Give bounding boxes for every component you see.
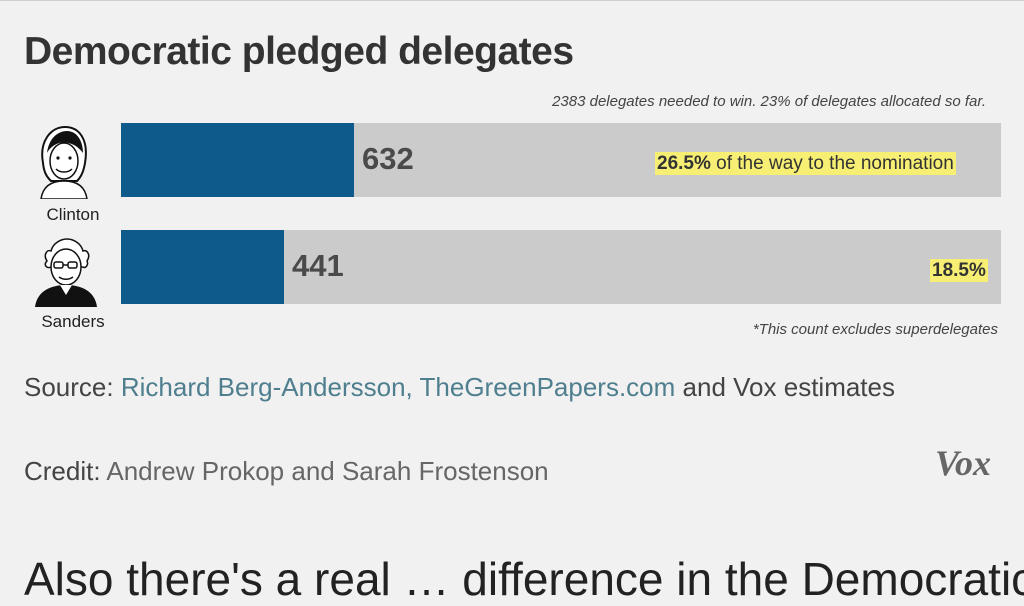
nomination-suffix: of the way to the nomination — [710, 153, 954, 174]
chart-subtitle: 2383 delegates needed to win. 23% of del… — [552, 93, 986, 110]
source-rest: and Vox estimates — [675, 372, 895, 402]
sanders-value-label: 441 — [292, 248, 344, 283]
clinton-percent-label: 26.5% of the way to the nomination — [655, 152, 956, 175]
clinton-percent: 26.5% — [657, 153, 711, 174]
clinton-portrait-icon — [40, 125, 88, 199]
sanders-name: Sanders — [41, 312, 105, 331]
credit-label: Credit: — [24, 456, 101, 486]
article-next-text: Also there's a real … difference in the … — [24, 553, 1024, 605]
sanders-portrait-icon — [35, 238, 97, 307]
top-divider — [0, 0, 1024, 1]
sanders-bar — [121, 230, 284, 304]
source-label: Source: — [24, 372, 114, 402]
source-line: Source: Richard Berg-Andersson, TheGreen… — [24, 364, 924, 410]
clinton-name: Clinton — [46, 205, 100, 224]
sanders-bar-track: 441 18.5% — [121, 230, 1001, 304]
clinton-value-label: 632 — [362, 141, 414, 176]
sanders-percent-label: 18.5% — [930, 259, 988, 282]
credit-line: Credit: Andrew Prokop and Sarah Frostens… — [24, 456, 549, 487]
vox-logo: Vox — [935, 443, 992, 483]
chart-footnote: *This count excludes superdelegates — [752, 321, 998, 338]
clinton-bar — [121, 123, 354, 197]
bar-chart: Clinton 632 26.5% of the way to the nomi… — [35, 123, 1001, 338]
sanders-percent: 18.5% — [932, 260, 986, 281]
clinton-bar-track: 632 26.5% of the way to the nomination — [121, 123, 1001, 197]
credit-value: Andrew Prokop and Sarah Frostenson — [106, 456, 549, 486]
source-link[interactable]: Richard Berg-Andersson, TheGreenPapers.c… — [120, 372, 676, 402]
chart-title: Democratic pledged delegates — [24, 30, 574, 73]
